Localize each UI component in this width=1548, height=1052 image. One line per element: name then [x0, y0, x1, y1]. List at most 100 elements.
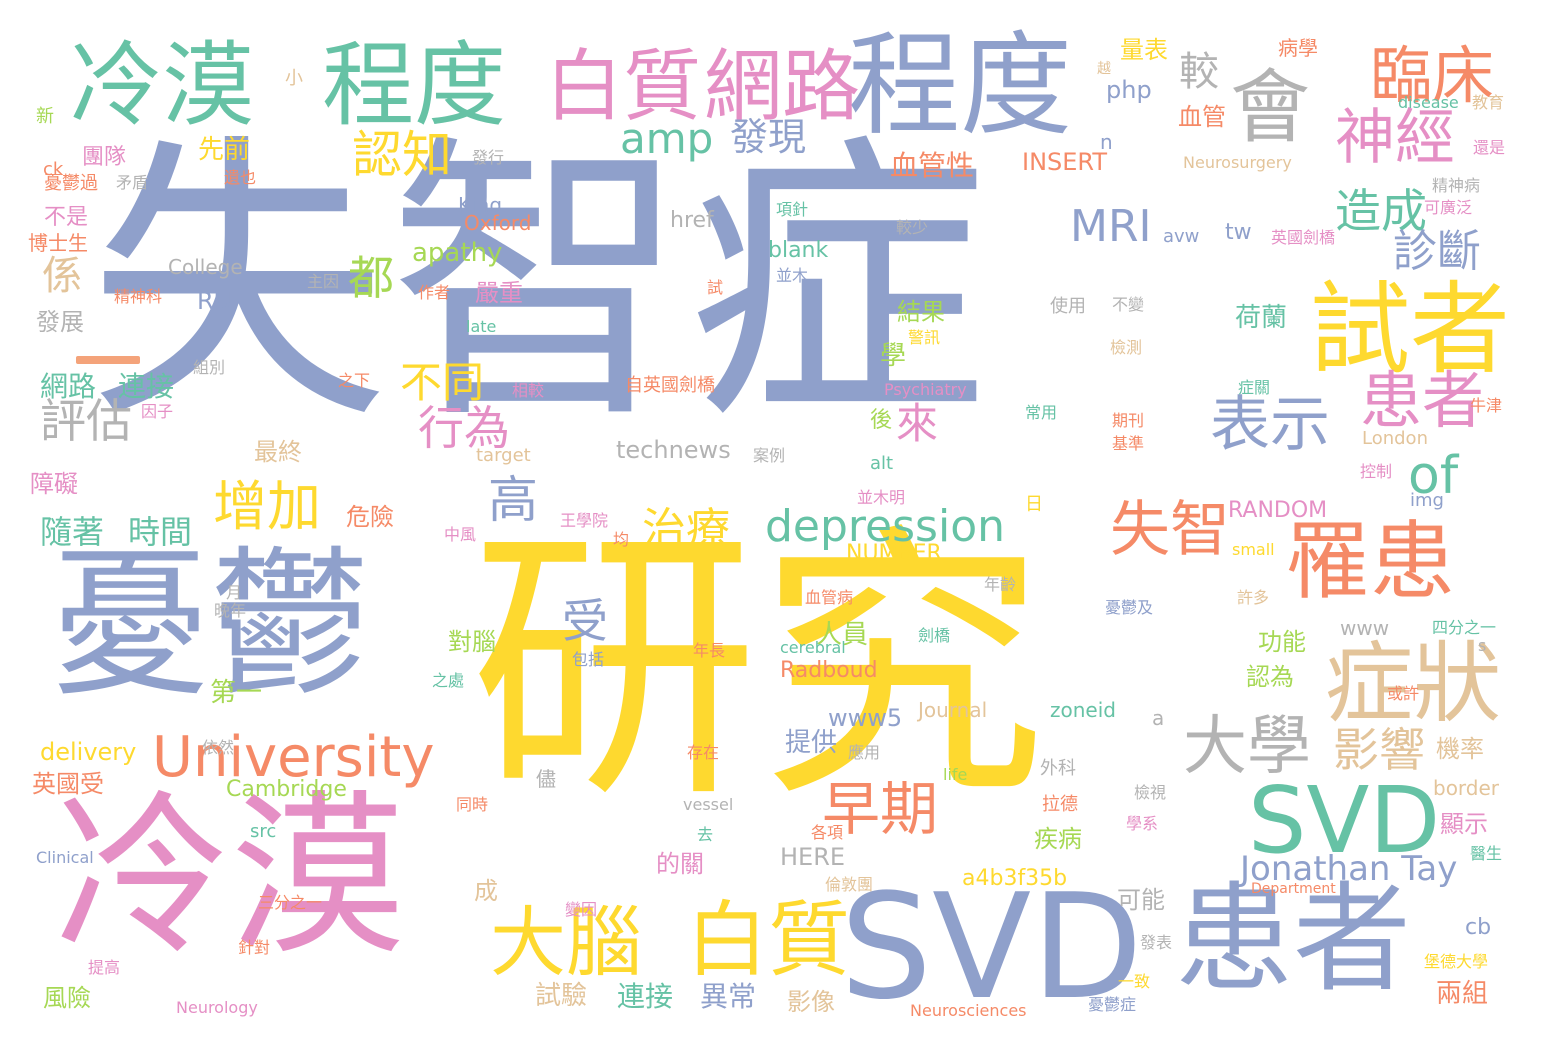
- word-cloud-term: 表示: [1210, 390, 1330, 460]
- word-cloud-term: 大學: [1183, 710, 1311, 784]
- word-cloud-term: n: [1100, 130, 1113, 154]
- word-cloud-term: s: [1478, 636, 1487, 655]
- word-cloud-term: Jonathan Tay: [1240, 849, 1458, 889]
- word-cloud-term: 年齡: [984, 575, 1017, 594]
- word-cloud-term: 行為: [418, 401, 510, 455]
- word-cloud-term: 早期: [822, 775, 939, 843]
- word-cloud-term: 較: [1179, 49, 1219, 95]
- word-cloud-term: cb: [1465, 915, 1492, 940]
- word-cloud-term: 荷蘭: [1235, 303, 1288, 333]
- word-cloud-term: 受: [562, 594, 608, 648]
- word-cloud-term: 三分之一: [258, 893, 323, 912]
- word-cloud-term: 英國劍橋: [1271, 228, 1336, 247]
- word-cloud-term: 主因: [307, 272, 340, 291]
- word-cloud-term: 之下: [338, 371, 371, 390]
- word-cloud-term: 提供: [785, 728, 838, 758]
- word-cloud-term: 診斷: [1393, 226, 1481, 277]
- word-cloud-term: www5: [828, 704, 903, 732]
- word-cloud-term: 試驗: [535, 981, 588, 1011]
- word-cloud-term: 先前: [198, 135, 251, 165]
- word-cloud-term: 症關: [1238, 378, 1271, 397]
- word-cloud-term: apathy: [412, 238, 503, 268]
- word-cloud-term: Clinical: [36, 848, 94, 867]
- word-cloud-term: small: [1232, 540, 1275, 559]
- word-cloud-term: SVD: [840, 863, 1143, 1032]
- word-cloud-term: 患者: [1360, 364, 1485, 437]
- word-cloud-term: 可廣泛: [1424, 198, 1473, 217]
- word-cloud-term: 血管病: [805, 588, 854, 607]
- word-cloud-term: 使用: [1050, 296, 1086, 317]
- word-cloud-term: avw: [1163, 226, 1200, 247]
- word-cloud-term: 可能: [1117, 886, 1165, 914]
- word-cloud-term: 矛盾: [116, 173, 149, 192]
- word-cloud-term: 認為: [1246, 663, 1294, 691]
- word-cloud-term: 障礙: [30, 470, 78, 498]
- word-cloud-term: 劍橋: [918, 626, 951, 645]
- word-cloud-term: 一致: [1118, 972, 1151, 991]
- word-cloud-term: College: [168, 255, 243, 279]
- word-cloud-term: 牛津: [1470, 396, 1503, 415]
- word-cloud-term: 發表: [1140, 933, 1173, 952]
- word-cloud-term: 醫生: [1470, 844, 1503, 863]
- word-cloud-term: 博士生: [28, 231, 88, 255]
- word-cloud-term: 會: [1230, 61, 1310, 154]
- word-cloud-term: 還是: [1473, 138, 1506, 157]
- word-cloud-term: 失智症: [88, 110, 988, 459]
- word-cloud-term: 包括: [572, 650, 605, 669]
- word-cloud-term: technews: [616, 436, 731, 464]
- word-cloud-term: 學系: [1126, 814, 1159, 833]
- word-cloud-term: 神經: [1335, 103, 1455, 173]
- word-cloud-term: 結果: [897, 298, 945, 326]
- word-cloud-term: 評估: [40, 394, 132, 448]
- word-cloud-term: 項針: [776, 200, 809, 219]
- word-cloud-term: 程度: [322, 32, 507, 139]
- word-cloud-term: 高: [488, 471, 538, 529]
- word-cloud-term: 晚年: [214, 601, 247, 620]
- word-cloud-term: 不是: [44, 205, 89, 230]
- word-cloud-term: 白質: [545, 42, 702, 132]
- word-cloud-term: 對腦: [448, 628, 496, 656]
- word-cloud-term: 堡德大學: [1424, 952, 1489, 971]
- word-cloud-term: 憂鬱: [50, 531, 371, 718]
- word-cloud-term: 臨床: [1370, 39, 1495, 112]
- word-cloud-term: late: [466, 317, 497, 336]
- word-cloud-term: 針對: [238, 938, 271, 957]
- word-cloud-term: 造成: [1335, 184, 1427, 238]
- word-cloud-term: 兩組: [1436, 979, 1489, 1009]
- orange-dash-mark: [76, 356, 140, 364]
- word-cloud-term: of: [1408, 446, 1459, 506]
- word-cloud-term: 存在: [687, 743, 720, 762]
- word-cloud-term: 功能: [1258, 628, 1306, 656]
- word-cloud-term: 警訊: [908, 328, 941, 347]
- word-cloud-term: 小: [285, 68, 303, 89]
- word-cloud-term: 精神病: [1432, 176, 1481, 195]
- word-cloud-term: 患者: [1175, 870, 1412, 1008]
- word-cloud-term: University: [152, 725, 435, 790]
- word-cloud-term: 來: [896, 399, 939, 448]
- word-cloud-term: delivery: [40, 738, 137, 766]
- word-cloud-term: Radboud: [780, 658, 878, 683]
- word-cloud-term: 試: [707, 278, 724, 297]
- word-cloud-term: Neurology: [176, 998, 258, 1017]
- word-cloud-term: 許多: [1237, 588, 1270, 607]
- word-cloud-term: 檢視: [1134, 783, 1167, 802]
- word-cloud-term: 治療: [642, 504, 730, 555]
- word-cloud-term: RU: [197, 287, 232, 315]
- word-cloud-term: 憂鬱過: [44, 173, 98, 194]
- word-cloud-term: King: [458, 193, 503, 217]
- word-cloud-term: blank: [768, 238, 829, 263]
- word-cloud-term: 認知: [352, 126, 452, 184]
- word-cloud-term: 罹患: [1285, 513, 1456, 612]
- word-cloud-term: HERE: [780, 843, 846, 871]
- word-cloud-term: 並木: [776, 266, 809, 285]
- word-cloud-term: 王學院: [560, 511, 609, 530]
- word-cloud-term: 新: [36, 106, 54, 127]
- word-cloud-term: NUMBER: [846, 541, 942, 566]
- word-cloud-term: 人員: [816, 620, 869, 650]
- word-cloud-term: 血管性: [890, 149, 975, 182]
- word-cloud-term: 越: [1097, 61, 1111, 77]
- word-cloud-term: a4b3f35b: [962, 866, 1068, 891]
- word-cloud-term: 較少: [896, 218, 929, 237]
- word-cloud-term: 相較: [512, 381, 545, 400]
- word-cloud-term: vessel: [683, 795, 734, 814]
